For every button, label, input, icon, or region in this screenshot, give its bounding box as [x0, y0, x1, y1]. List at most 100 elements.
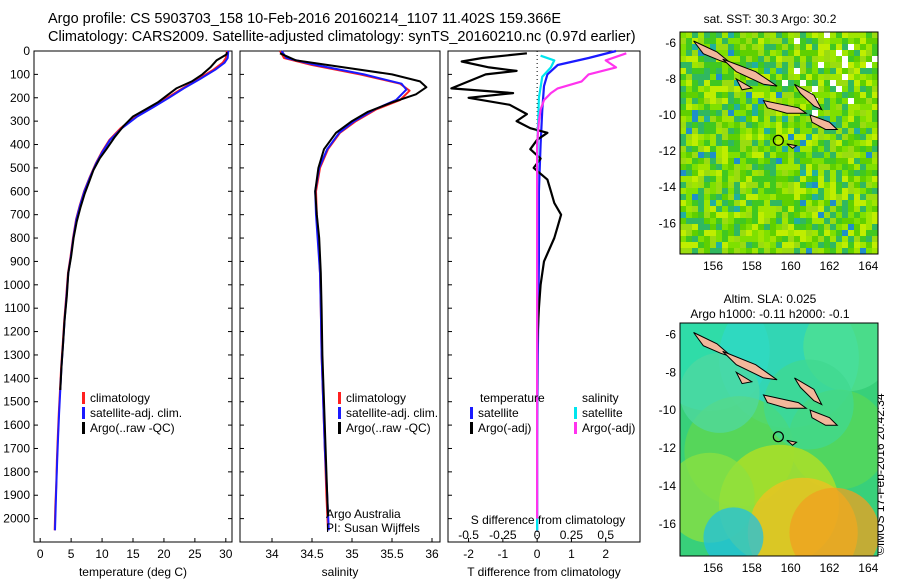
legend-sal-argo: Argo(-adj) — [582, 421, 635, 435]
depth-tick-label: 700 — [10, 208, 30, 222]
figure-title-line2: Climatology: CARS2009. Satellite-adjuste… — [48, 29, 636, 45]
legend-argo-swatch — [82, 422, 85, 434]
island-5 — [809, 409, 839, 426]
sla-lat-tick-label: -8 — [665, 365, 676, 379]
temperature-x-tick-label: 0 — [37, 547, 44, 561]
depth-tick-label: 1700 — [3, 441, 30, 455]
sla-map: -6 -8 -10 -12 -14 -16 156 158 160 162 164 — [659, 322, 879, 575]
sla-map-subtitle: Argo h1000: -0.11 h2000: -0.1 — [690, 307, 850, 321]
temperature-x-tick-label: 15 — [126, 547, 140, 561]
figure-title-line1: Argo profile: CS 5903703_158 10-Feb-2016… — [48, 11, 562, 27]
island-4 — [794, 83, 823, 111]
salinity-x-tick-label: 36 — [425, 547, 439, 561]
legend-temp-argo-swatch — [470, 422, 473, 434]
sla-lon-tick-label: 162 — [819, 561, 839, 575]
depth-tick-label: 100 — [10, 67, 30, 81]
temperature-x-axis-label: temperature (deg C) — [79, 565, 187, 579]
island-4 — [794, 377, 823, 406]
legend-climatology: climatology — [346, 391, 406, 405]
salinity-diff-tick-label: -0.25 — [489, 528, 517, 542]
island-1 — [722, 58, 778, 87]
island-2 — [735, 370, 754, 385]
salinity-x-tick-label: 34 — [265, 547, 279, 561]
sst-lat-tick-label: -10 — [659, 108, 677, 122]
difference-series-0 — [536, 49, 617, 531]
sst-lon-tick-label: 164 — [858, 259, 878, 273]
legend-satellite-adj: satellite-adj. clim. — [346, 406, 438, 420]
island-5 — [809, 114, 839, 130]
difference-x-axis-label: T difference from climatology — [467, 565, 621, 579]
depth-tick-label: 400 — [10, 138, 30, 152]
sla-lon-tick-label: 158 — [742, 561, 762, 575]
sst-lon-tick-label: 162 — [819, 259, 839, 273]
argo-location-marker — [772, 431, 784, 443]
depth-tick-label: 300 — [10, 114, 30, 128]
legend-sal-satellite-swatch — [574, 407, 577, 419]
legend-temp-argo: Argo(-adj) — [478, 421, 531, 435]
legend-temp-satellite: satellite — [478, 406, 519, 420]
sst-lon-tick-label: 160 — [781, 259, 801, 273]
legend-sal-satellite: satellite — [582, 406, 623, 420]
legend-argo-swatch — [338, 422, 341, 434]
island-6 — [786, 439, 798, 446]
difference-x-tick-label: 1 — [568, 547, 575, 561]
temperature-series-2 — [59, 51, 228, 391]
sla-lat-tick-label: -10 — [659, 403, 677, 417]
depth-tick-label: 500 — [10, 161, 30, 175]
island-2 — [735, 77, 754, 91]
difference-x-tick-label: 2 — [602, 547, 609, 561]
annotation-institution: Argo Australia — [326, 507, 401, 521]
difference-x-tick-label: 0 — [534, 547, 541, 561]
salinity-series-0 — [279, 50, 411, 531]
sst-map-frame — [679, 31, 879, 255]
sst-lat-tick-label: -12 — [659, 144, 677, 158]
temperature-x-tick-label: 30 — [219, 547, 233, 561]
difference-series-3 — [536, 52, 627, 519]
sla-lat-tick-label: -16 — [659, 517, 677, 531]
salinity-x-axis-label: salinity — [322, 565, 359, 579]
depth-tick-label: 900 — [10, 254, 30, 268]
difference-series-1 — [450, 52, 563, 390]
temperature-x-tick-label: 10 — [95, 547, 109, 561]
legend-argo: Argo(..raw -QC) — [346, 421, 431, 435]
difference-x-tick-label: -1 — [498, 547, 509, 561]
legend-salinity-heading: salinity — [582, 391, 619, 405]
difference-plot-frame — [447, 50, 641, 543]
salinity-diff-tick-label: -0.5 — [458, 528, 479, 542]
depth-tick-label: 1600 — [3, 418, 30, 432]
depth-tick-label: 2000 — [3, 512, 30, 526]
sst-lat-tick-label: -6 — [665, 36, 676, 50]
sla-lon-tick-label: 164 — [858, 561, 878, 575]
depth-tick-label: 1800 — [3, 465, 30, 479]
sla-map-frame — [679, 322, 879, 557]
temperature-x-tick-label: 25 — [188, 547, 202, 561]
depth-tick-label: 0 — [23, 44, 30, 58]
salinity-x-tick-label: 35.5 — [380, 547, 404, 561]
island-1 — [722, 350, 778, 381]
depth-tick-label: 200 — [10, 91, 30, 105]
depth-tick-label: 1300 — [3, 348, 30, 362]
sst-lon-tick-label: 156 — [703, 259, 723, 273]
salinity-diff-tick-label: 0.25 — [560, 528, 584, 542]
legend-satellite-adj-swatch — [338, 407, 341, 419]
legend-sal-argo-swatch — [574, 422, 577, 434]
temperature-x-tick-label: 5 — [68, 547, 75, 561]
sla-lat-tick-label: -6 — [665, 327, 676, 341]
depth-tick-label: 1200 — [3, 325, 30, 339]
legend-satellite-adj-swatch — [82, 407, 85, 419]
legend-temp-satellite-swatch — [470, 407, 473, 419]
sla-lat-tick-label: -14 — [659, 479, 677, 493]
sla-lat-tick-label: -12 — [659, 441, 677, 455]
legend-climatology: climatology — [90, 391, 150, 405]
legend-climatology-swatch — [338, 392, 341, 404]
salinity-series-2 — [279, 52, 428, 517]
sst-map-field — [680, 32, 878, 254]
salinity-diff-tick-label: 0.5 — [597, 528, 614, 542]
sla-map-title: Altim. SLA: 0.025 — [724, 292, 817, 306]
depth-tick-label: 1500 — [3, 395, 30, 409]
salinity-x-tick-label: 34.5 — [300, 547, 324, 561]
salinity-diff-tick-label: 0 — [534, 528, 541, 542]
temperature-x-tick-label: 20 — [157, 547, 171, 561]
salinity-series-1 — [280, 50, 408, 531]
